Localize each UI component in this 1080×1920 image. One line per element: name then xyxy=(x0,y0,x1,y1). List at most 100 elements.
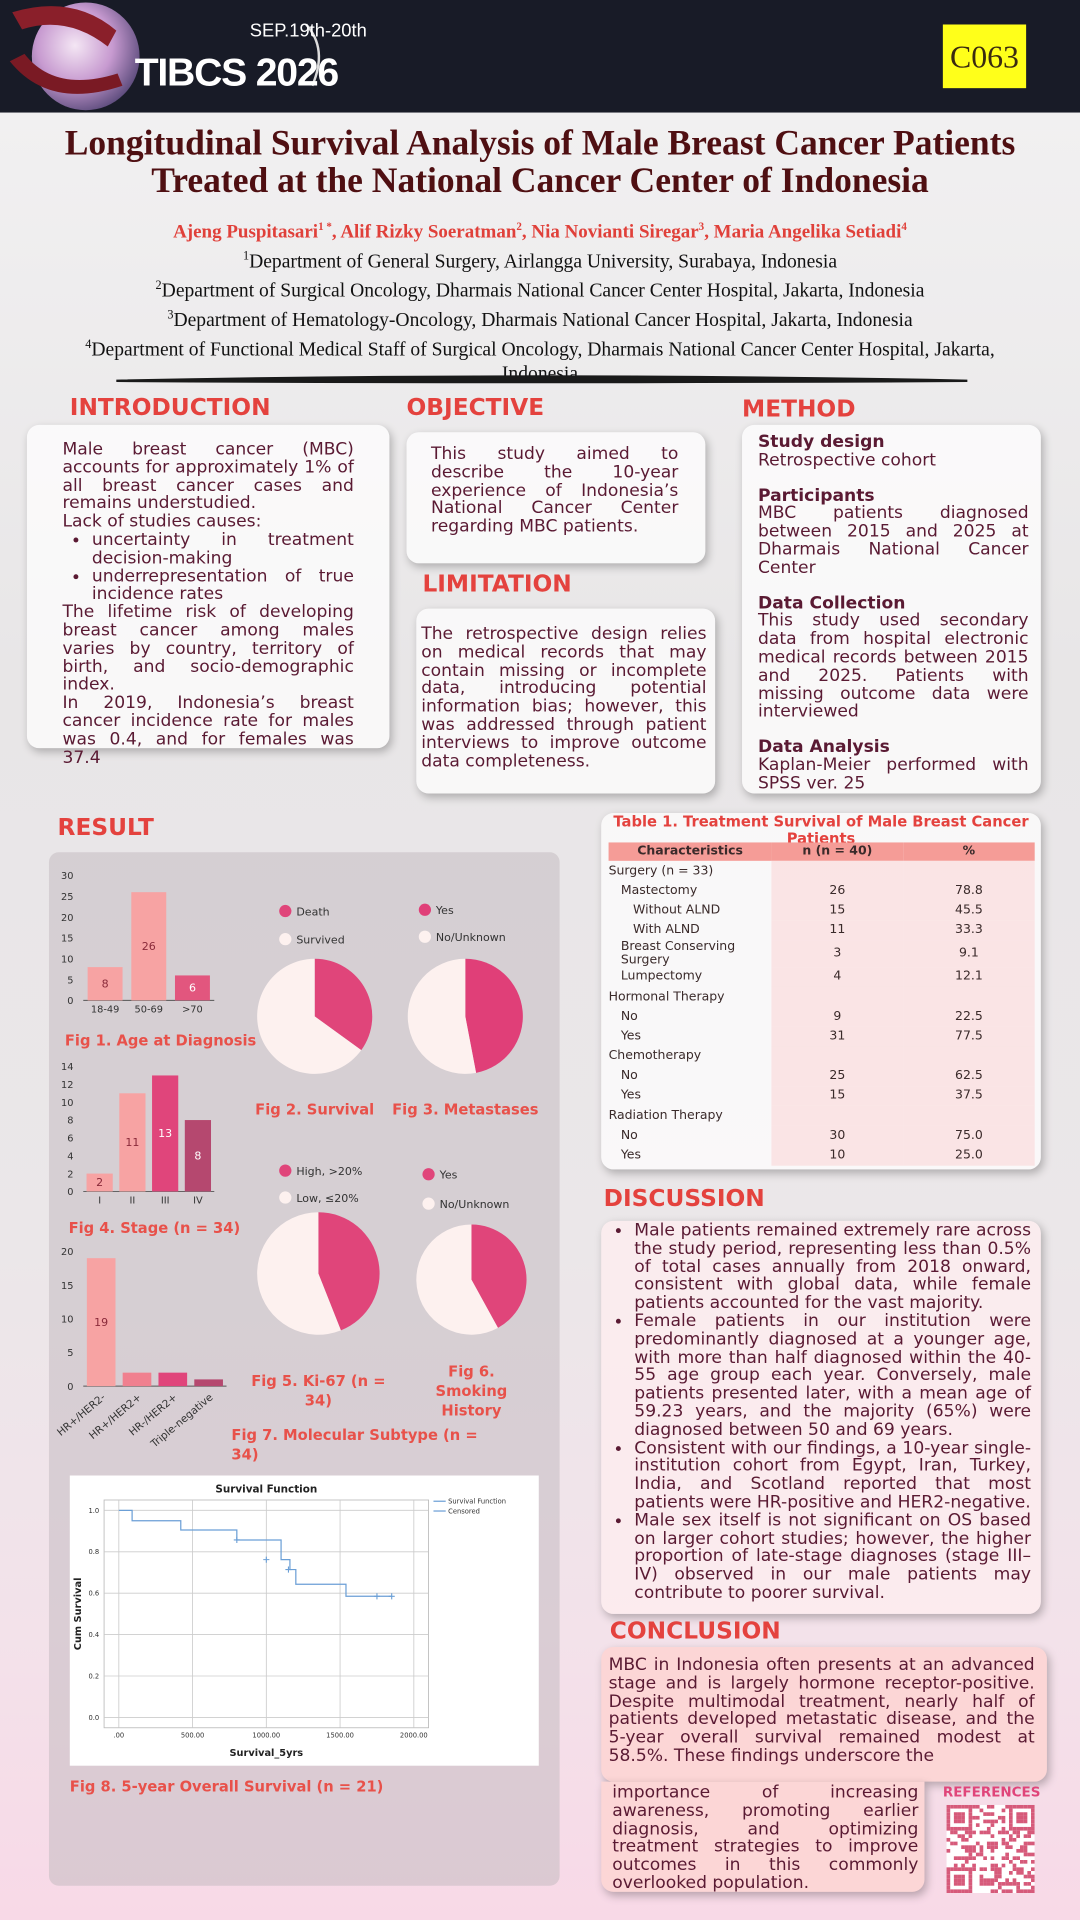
qr-module xyxy=(1031,1823,1035,1827)
legend-label: No/Unknown xyxy=(436,931,506,944)
qr-module xyxy=(983,1882,987,1886)
qr-module xyxy=(1001,1830,1006,1835)
qr-module xyxy=(946,1815,951,1820)
qr-module xyxy=(1016,1834,1020,1838)
qr-module xyxy=(953,1867,958,1872)
qr-module xyxy=(946,1889,951,1894)
qr-module xyxy=(1012,1867,1017,1872)
qr-module xyxy=(990,1878,995,1883)
table-cell xyxy=(903,1046,1035,1067)
table-cell: No xyxy=(620,1009,638,1024)
qr-module xyxy=(946,1804,951,1809)
qr-module xyxy=(1023,1804,1028,1809)
qr-module xyxy=(975,1823,980,1827)
qr-module xyxy=(1005,1878,1009,1883)
qr-module xyxy=(953,1882,958,1886)
table-cell: 26 xyxy=(771,880,904,901)
qr-module xyxy=(1027,1804,1032,1809)
qr-module xyxy=(1023,1815,1028,1820)
legend-label: Death xyxy=(296,905,329,918)
list-item: Female patients in our institution were … xyxy=(634,1312,1031,1440)
y-tick-label: 1.0 xyxy=(88,1507,99,1515)
qr-module xyxy=(1001,1808,1006,1813)
bar xyxy=(152,1075,179,1192)
qr-module xyxy=(968,1874,973,1879)
legend-label: Yes xyxy=(439,1169,458,1182)
qr-module xyxy=(983,1812,987,1816)
qr-module xyxy=(1005,1852,1009,1857)
qr-module xyxy=(1016,1815,1020,1820)
author: Nia Novianti Siregar3, xyxy=(531,220,713,243)
qr-module xyxy=(990,1889,995,1894)
qr-module xyxy=(1008,1882,1013,1886)
y-tick-label: 2 xyxy=(67,1169,73,1180)
qr-module xyxy=(1016,1867,1020,1872)
table-cell: 4 xyxy=(771,967,904,987)
qr-module xyxy=(961,1845,965,1849)
table-cell: 62.5 xyxy=(903,1066,1035,1086)
qr-module xyxy=(1023,1852,1028,1857)
section-heading: DISCUSSION xyxy=(603,1185,765,1213)
qr-module xyxy=(983,1867,987,1872)
qr-module xyxy=(946,1848,951,1853)
y-tick-label: 14 xyxy=(61,1062,73,1073)
bar xyxy=(184,1120,212,1192)
qr-module xyxy=(953,1812,958,1816)
affiliation: 1Department of General Surgery, Airlangg… xyxy=(49,245,1031,274)
x-tick-label: >70 xyxy=(182,1005,203,1016)
table-cell: 37.5 xyxy=(903,1085,1035,1106)
y-tick-label: 0.8 xyxy=(88,1548,99,1556)
list: Male patients remained extremely rare ac… xyxy=(605,1222,1031,1602)
table-cell: Lumpectomy xyxy=(620,970,703,984)
qr-module xyxy=(990,1841,995,1846)
qr-module xyxy=(964,1826,969,1831)
qr-module xyxy=(1008,1812,1013,1816)
qr-module xyxy=(1023,1889,1028,1894)
table-cell: 3 xyxy=(771,940,904,968)
affiliations: 1Department of General Surgery, Airlangg… xyxy=(49,245,1031,386)
qr-module xyxy=(968,1882,973,1886)
table-row: Hormonal Therapy xyxy=(609,986,1035,1007)
qr-module xyxy=(1016,1848,1020,1853)
separator: , xyxy=(331,221,341,243)
qr-module xyxy=(1027,1871,1032,1875)
qr-module xyxy=(957,1834,962,1838)
value-label: 2 xyxy=(96,1176,103,1189)
legend-swatch xyxy=(422,1197,435,1210)
qr-module xyxy=(946,1826,951,1831)
figure-caption: Fig 2. Survival xyxy=(255,1100,375,1118)
qr-module xyxy=(964,1837,969,1842)
qr-module xyxy=(1001,1863,1006,1868)
qr-module xyxy=(990,1848,995,1853)
qr-module xyxy=(1001,1841,1006,1846)
table-row: No 25 62.5 xyxy=(609,1066,1035,1086)
card xyxy=(601,1220,1041,1614)
qr-module xyxy=(1031,1889,1035,1894)
table-cell: Radiation Therapy xyxy=(608,1108,723,1123)
qr-module xyxy=(1012,1856,1017,1860)
qr-module xyxy=(957,1882,962,1886)
separator: , xyxy=(521,221,532,243)
value-label: 19 xyxy=(94,1316,108,1329)
qr-module xyxy=(1023,1874,1028,1879)
figure-caption: Fig 1. Age at Diagnosis xyxy=(64,1032,257,1050)
qr-module xyxy=(1001,1882,1006,1886)
table-row: Yes 15 37.5 xyxy=(609,1085,1035,1106)
qr-module xyxy=(946,1867,951,1872)
qr-module xyxy=(1023,1860,1028,1864)
table-cell xyxy=(771,986,904,1007)
qr-module xyxy=(961,1812,965,1816)
qr-module xyxy=(1001,1856,1006,1860)
qr-module xyxy=(968,1819,973,1824)
qr-module xyxy=(946,1885,951,1890)
qr-module xyxy=(1023,1812,1028,1816)
bar xyxy=(122,1372,152,1387)
qr-module xyxy=(972,1848,976,1853)
section-heading: INTRODUCTION xyxy=(69,394,271,422)
card xyxy=(416,608,716,794)
qr-module xyxy=(953,1863,958,1868)
y-axis-label: Cum Survival xyxy=(73,1578,84,1651)
qr-module xyxy=(990,1863,995,1868)
qr-module xyxy=(1023,1841,1028,1846)
